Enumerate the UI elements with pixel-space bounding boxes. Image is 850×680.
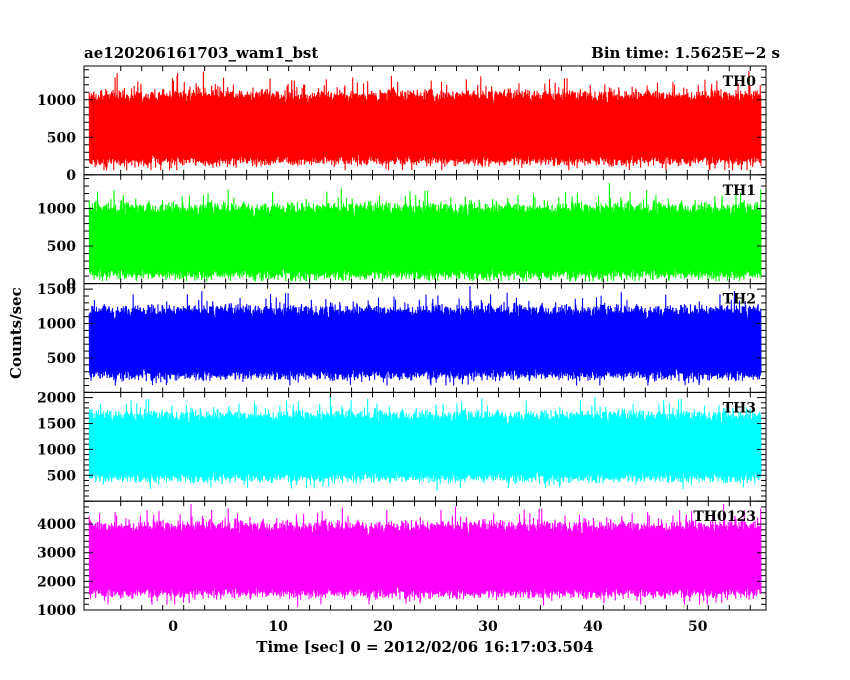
y-tick-label: 500 bbox=[47, 130, 76, 146]
y-tick-label: 1000 bbox=[37, 442, 76, 458]
y-tick-label: 2000 bbox=[37, 391, 76, 407]
x-tick-label: 40 bbox=[583, 619, 603, 635]
series-line-th0 bbox=[88, 70, 762, 171]
panel-label-th0: TH0 bbox=[723, 74, 757, 90]
panel-label-th0123: TH0123 bbox=[693, 509, 756, 525]
y-tick-label: 500 bbox=[47, 468, 76, 484]
y-tick-label: 1500 bbox=[37, 282, 76, 298]
series-line-th1 bbox=[88, 183, 762, 282]
y-tick-label: 2000 bbox=[37, 574, 76, 590]
y-tick-label: 1500 bbox=[37, 416, 76, 432]
x-tick-label: 10 bbox=[268, 619, 288, 635]
x-tick-label: 50 bbox=[688, 619, 708, 635]
x-tick-label: 0 bbox=[168, 619, 178, 635]
y-tick-label: 1000 bbox=[37, 202, 76, 218]
y-tick-label: 0 bbox=[66, 168, 76, 184]
panel-label-th3: TH3 bbox=[723, 400, 756, 416]
y-tick-label: 0 bbox=[66, 277, 76, 293]
y-tick-label: 1000 bbox=[37, 603, 76, 619]
chart-title: ae120206161703_wam1_bst bbox=[84, 44, 319, 62]
bin-time-label: Bin time: 1.5625E−2 s bbox=[591, 44, 780, 62]
x-tick-label: 20 bbox=[373, 619, 393, 635]
y-tick-label: 1000 bbox=[37, 93, 76, 109]
y-tick-label: 500 bbox=[47, 351, 76, 367]
series-line-th3 bbox=[88, 394, 762, 491]
y-tick-label: 3000 bbox=[37, 546, 76, 562]
y-tick-label: 4000 bbox=[37, 517, 76, 533]
x-tick-label: 30 bbox=[478, 619, 498, 635]
panel-frame bbox=[83, 500, 767, 611]
y-tick-label: 1000 bbox=[37, 317, 76, 333]
panel-label-th1: TH1 bbox=[723, 183, 756, 199]
series-line-th2 bbox=[88, 285, 762, 386]
panel-label-th2: TH2 bbox=[723, 292, 756, 308]
series-line-th0123 bbox=[88, 504, 762, 608]
y-tick-label: 500 bbox=[47, 239, 76, 255]
x-axis-label: Time [sec] 0 = 2012/02/06 16:17:03.504 bbox=[256, 638, 594, 656]
